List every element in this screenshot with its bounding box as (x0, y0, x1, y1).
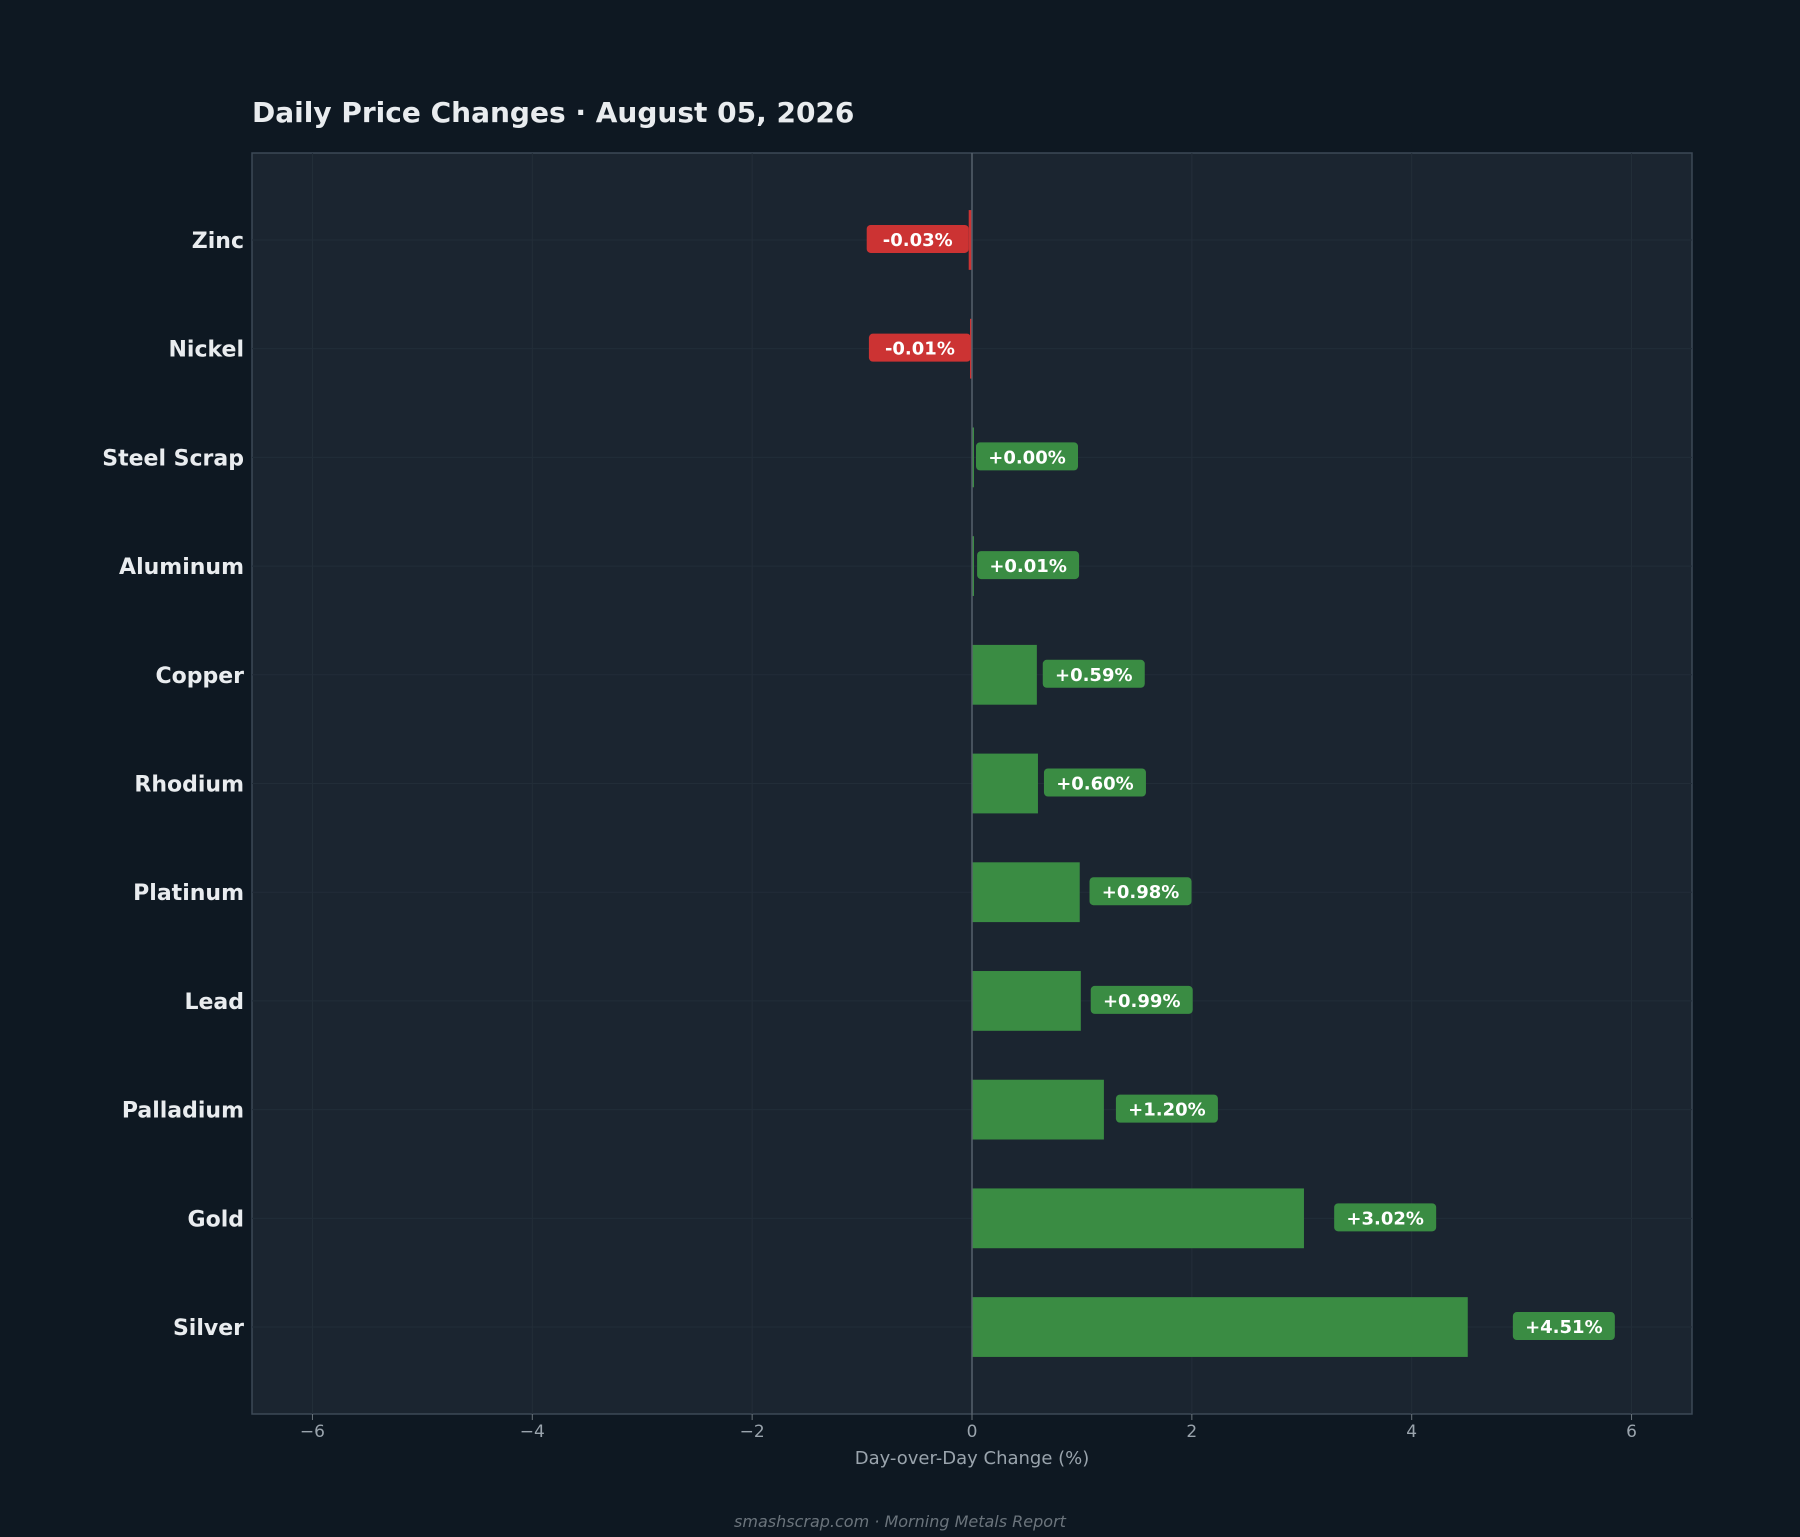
value-label-text: +0.01% (989, 556, 1067, 577)
category-labels: Zinc Nickel Steel Scrap Aluminum Copper Rhodi… (102, 229, 244, 1341)
value-label-text: +0.99% (1103, 991, 1181, 1012)
value-label: +0.98% (1089, 877, 1192, 906)
bar-silver (972, 1297, 1468, 1357)
value-label-text: +0.98% (1102, 882, 1180, 903)
x-tick-label: 2 (1186, 1422, 1197, 1442)
category-label: Silver (173, 1316, 244, 1341)
category-label: Lead (184, 990, 244, 1015)
bar-aluminum (972, 536, 974, 596)
value-label: +0.99% (1090, 985, 1193, 1014)
bar-lead (972, 971, 1081, 1031)
x-axis-ticks: −6 −4 −2 0 2 4 6 (300, 1414, 1637, 1442)
value-label: +0.01% (977, 551, 1080, 580)
value-label-badge (1042, 659, 1145, 688)
category-label: Palladium (122, 1099, 244, 1124)
value-label-badge (1043, 768, 1146, 797)
value-label-text: +3.02% (1346, 1208, 1424, 1229)
category-label: Gold (188, 1207, 244, 1232)
value-label: +0.60% (1043, 768, 1146, 797)
x-tick-label: 4 (1406, 1422, 1417, 1442)
value-label: +1.20% (1115, 1094, 1218, 1123)
category-label: Steel Scrap (102, 446, 244, 471)
value-label-text: +0.00% (988, 447, 1066, 468)
value-label-badge (1115, 1094, 1218, 1123)
category-label: Platinum (133, 881, 244, 906)
bar-nickel (970, 318, 972, 379)
value-label-badge (1089, 877, 1192, 906)
value-label: +0.59% (1042, 659, 1145, 688)
value-label-text: +4.51% (1525, 1317, 1603, 1338)
chart-title: Daily Price Changes · August 05, 2026 (252, 96, 854, 129)
bar-rhodium (972, 753, 1038, 814)
value-label: -0.01% (868, 333, 971, 362)
value-label-badge (976, 442, 1078, 471)
value-label-text: +0.59% (1055, 665, 1133, 686)
value-label: -0.03% (866, 224, 969, 253)
value-label-text: -0.01% (885, 339, 955, 360)
footer-source: smashscrap.com · Morning Metals Report (734, 1512, 1067, 1531)
value-label: +3.02% (1334, 1203, 1437, 1232)
value-label-badge (866, 224, 969, 253)
category-label: Zinc (192, 229, 244, 254)
x-tick-label: −6 (300, 1422, 325, 1442)
x-tick-label: −4 (520, 1422, 545, 1442)
bar-gold (972, 1188, 1304, 1249)
x-tick-label: 0 (967, 1422, 978, 1442)
category-label: Copper (155, 664, 244, 689)
x-axis-label: Day-over-Day Change (%) (855, 1448, 1090, 1469)
value-labels: -0.03% -0.01% +0.00% +0.01% +0.59% +0.60% +0.9… (866, 224, 1615, 1341)
x-tick-label: −2 (740, 1422, 765, 1442)
x-tick-label: 6 (1626, 1422, 1637, 1442)
value-label: +0.00% (976, 442, 1078, 471)
value-label-badge (1090, 985, 1193, 1014)
bar-copper (972, 644, 1037, 705)
bar-zinc (968, 210, 972, 270)
value-label-badge (868, 333, 971, 362)
bar-palladium (972, 1079, 1104, 1140)
category-label: Nickel (169, 338, 245, 363)
category-label: Aluminum (119, 555, 244, 580)
value-label-badge (1334, 1203, 1437, 1232)
value-label-badge (977, 551, 1080, 580)
value-label-text: +0.60% (1056, 774, 1134, 795)
bars (968, 210, 1468, 1357)
bar-platinum (972, 862, 1080, 923)
value-label-text: +1.20% (1128, 1100, 1206, 1121)
category-label: Rhodium (134, 773, 244, 798)
value-label: +4.51% (1512, 1312, 1615, 1341)
value-label-badge (1512, 1312, 1615, 1341)
bar-steel-scrap (972, 427, 974, 488)
value-label-text: -0.03% (883, 230, 953, 251)
